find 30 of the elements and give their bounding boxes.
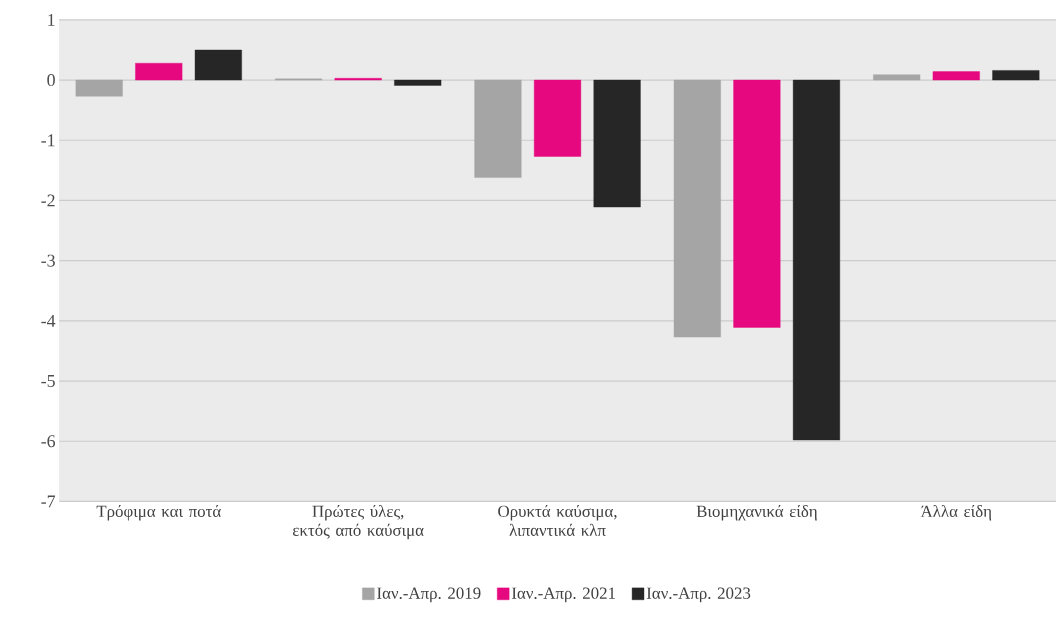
bar <box>992 70 1040 81</box>
y-tick-label: 1 <box>48 14 55 26</box>
bar <box>394 80 442 86</box>
x-tick-label: Άλλα είδη <box>920 505 992 521</box>
bar <box>873 74 921 81</box>
legend-label: Ιαν.-Απρ. 2021 <box>511 587 615 603</box>
y-tick-label: -2 <box>41 194 55 207</box>
y-tick-label: -7 <box>41 495 56 508</box>
legend-label: Ιαν.-Απρ. 2019 <box>377 587 481 603</box>
bar <box>474 80 522 178</box>
y-tick-label: -6 <box>41 435 56 448</box>
bar <box>75 80 123 97</box>
y-tick-label: -3 <box>41 254 55 267</box>
bar <box>792 80 841 441</box>
bar <box>533 80 582 157</box>
bar <box>673 80 721 338</box>
legend-label: Ιαν.-Απρ. 2023 <box>646 587 751 603</box>
bar <box>194 49 242 81</box>
y-tick-label: 0 <box>47 74 55 87</box>
x-tick-label: Βιομηχανικά είδη <box>696 505 817 521</box>
y-tick-label: -1 <box>41 134 55 147</box>
bar <box>932 71 980 81</box>
x-tick-label: Τρόφιμα και ποτά <box>96 505 221 521</box>
y-tick-label: -5 <box>41 375 55 388</box>
x-tick-label: Ορυκτά καύσιμα, λιπαντικά κλπ <box>498 505 617 537</box>
bar <box>593 80 641 208</box>
bar <box>733 80 781 328</box>
y-tick-label: -4 <box>41 315 56 327</box>
x-tick-label: Πρώτες ύλες, εκτός από καύσιμα <box>292 505 424 540</box>
bar <box>135 63 183 81</box>
